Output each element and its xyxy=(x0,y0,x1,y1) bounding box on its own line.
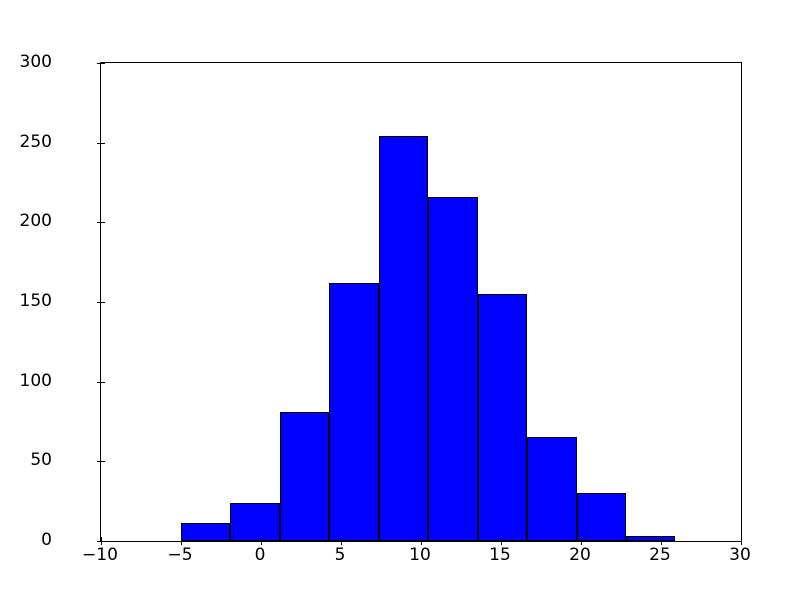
y-tick-mark-inner xyxy=(101,541,105,542)
x-tick-mark xyxy=(661,541,662,545)
y-tick-mark xyxy=(97,302,101,303)
y-tick-label: 100 xyxy=(19,370,52,391)
x-tick-label: 20 xyxy=(569,545,591,565)
y-tick-label: 50 xyxy=(30,450,52,471)
histogram-bar xyxy=(625,536,676,541)
histogram-bar xyxy=(527,437,577,541)
x-tick-mark-inner xyxy=(261,537,262,541)
y-tick-mark-inner xyxy=(101,381,105,383)
y-tick-mark-inner xyxy=(101,461,105,463)
x-tick-label: 0 xyxy=(254,545,266,565)
y-tick-mark-inner xyxy=(101,302,105,303)
y-tick-label: 250 xyxy=(19,131,52,152)
y-tick-mark-inner xyxy=(101,63,105,64)
x-tick-mark-inner xyxy=(341,537,342,541)
x-tick-mark xyxy=(741,541,742,545)
y-tick-mark xyxy=(97,461,101,463)
histogram-bar xyxy=(181,523,231,541)
x-tick-label: 30 xyxy=(729,545,751,565)
plot-axes xyxy=(97,62,742,545)
y-tick-label: 150 xyxy=(19,291,52,311)
y-tick-mark xyxy=(97,381,101,383)
x-tick-mark xyxy=(341,541,342,545)
y-tick-mark xyxy=(97,63,101,64)
x-tick-label: 5 xyxy=(334,545,346,565)
plot-area xyxy=(101,63,741,541)
x-tick-mark xyxy=(421,541,422,545)
y-tick-mark-inner xyxy=(101,222,105,224)
histogram-bar xyxy=(329,282,379,541)
x-tick-mark xyxy=(181,541,182,545)
y-tick-label: 300 xyxy=(19,52,52,72)
y-tick-label: 200 xyxy=(19,211,52,232)
x-tick-mark-inner xyxy=(101,537,102,541)
x-tick-mark xyxy=(101,541,102,545)
x-tick-mark xyxy=(261,541,262,545)
x-tick-label: 15 xyxy=(489,545,511,565)
histogram-bar xyxy=(230,502,280,541)
x-tick-mark xyxy=(501,541,502,545)
histogram-bar xyxy=(477,294,528,541)
y-tick-mark-inner xyxy=(101,142,105,144)
x-tick-mark-inner xyxy=(741,537,742,541)
x-tick-label: −5 xyxy=(167,545,193,565)
histogram-bar xyxy=(279,411,330,541)
x-tick-label: −10 xyxy=(82,545,118,565)
histogram-bar xyxy=(576,493,626,541)
x-tick-label: 25 xyxy=(649,545,671,565)
x-tick-mark-inner xyxy=(181,537,182,541)
y-tick-mark xyxy=(97,142,101,144)
y-tick-mark xyxy=(97,222,101,224)
x-tick-mark-inner xyxy=(661,537,662,541)
y-tick-mark xyxy=(97,541,101,542)
y-tick-label: 0 xyxy=(41,530,52,550)
x-tick-mark xyxy=(581,541,582,545)
x-tick-mark-inner xyxy=(581,537,582,541)
x-tick-label: 10 xyxy=(409,545,431,565)
x-tick-mark-inner xyxy=(421,537,422,541)
x-tick-mark-inner xyxy=(501,537,502,541)
histogram-bar xyxy=(378,136,429,541)
histogram-bar xyxy=(428,196,478,541)
